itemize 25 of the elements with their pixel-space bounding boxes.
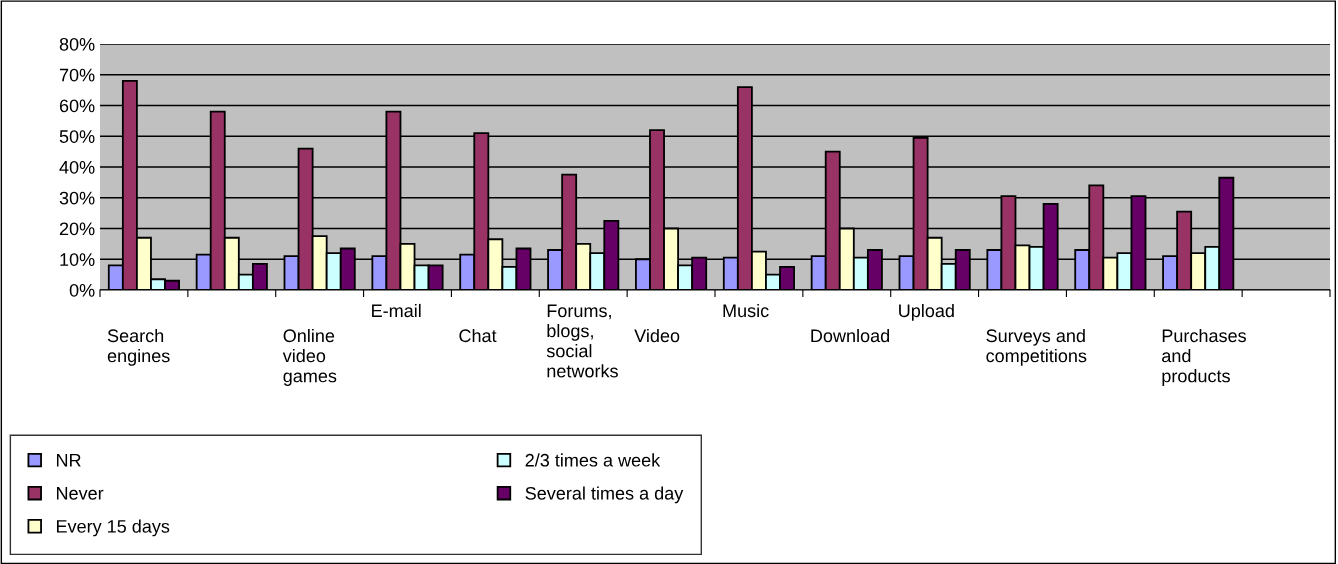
x-tick-label: Download: [811, 328, 890, 343]
x-tick-label: Music: [723, 303, 769, 318]
y-tick-label: 0%: [69, 283, 95, 297]
legend-label: NR: [56, 454, 81, 467]
y-tick-label: 80%: [59, 37, 95, 51]
y-tick-label: 70%: [59, 68, 95, 82]
x-tick-label: Search engines: [107, 328, 170, 366]
y-tick-label: 40%: [59, 160, 95, 174]
y-tick-label: 20%: [59, 222, 95, 236]
y-tick-label: 10%: [60, 253, 95, 266]
x-tick-label: Forums, blogs, social networks: [546, 304, 618, 378]
x-tick-label: Purchases and products: [1162, 328, 1246, 386]
legend-label: Every 15 days: [56, 519, 170, 537]
legend-label: Several times a day: [525, 486, 684, 504]
y-tick-label: 60%: [59, 99, 95, 113]
x-tick-label: Chat: [459, 328, 497, 343]
legend-label: Never: [56, 487, 104, 500]
x-tick-label: Upload: [899, 303, 954, 321]
x-tick-label: Surveys and competitions: [986, 328, 1087, 366]
y-tick-label: 30%: [59, 191, 95, 205]
x-tick-label: Online video games: [282, 328, 337, 386]
x-tick-label: Video: [634, 328, 680, 343]
legend-label: 2/3 times a week: [525, 453, 661, 467]
x-tick-label: E-mail: [372, 303, 421, 318]
y-tick-label: 50%: [59, 130, 95, 143]
